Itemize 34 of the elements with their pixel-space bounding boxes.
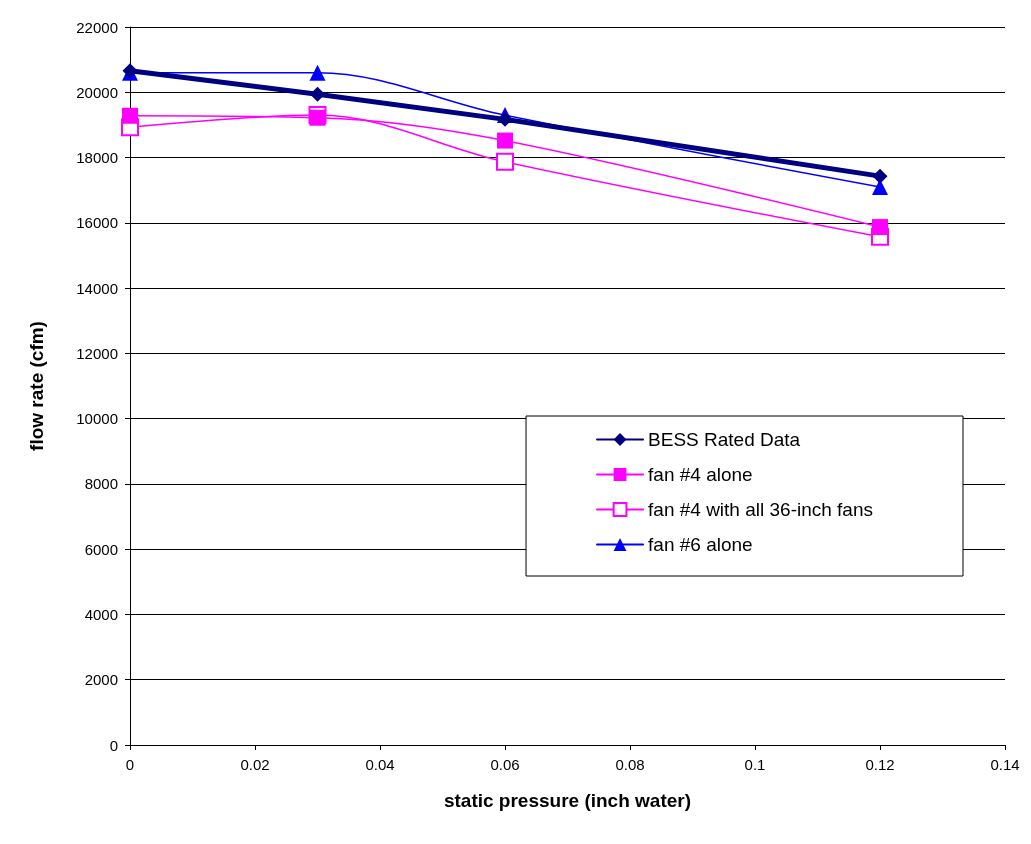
y-tick-label: 0	[109, 736, 118, 754]
x-tick-label: 0.08	[615, 756, 645, 773]
x-tick-label: 0	[125, 756, 135, 773]
x-tick-label: 0.1	[744, 756, 766, 773]
legend-label: fan #6 alone	[648, 534, 753, 555]
y-tick-label: 22000	[76, 18, 118, 36]
x-tick-label: 0.02	[240, 756, 270, 773]
y-tick-label: 8000	[84, 475, 118, 493]
x-tick-label: 0.04	[365, 756, 395, 773]
y-axis-title: flow rate (cfm)	[26, 321, 47, 451]
y-tick-label: 10000	[76, 410, 118, 428]
y-tick-label: 18000	[76, 149, 118, 167]
x-axis-title: static pressure (inch water)	[443, 790, 692, 811]
point	[310, 86, 325, 102]
point	[496, 152, 514, 171]
y-tick-label: 4000	[84, 605, 118, 623]
point	[872, 219, 888, 236]
point	[122, 107, 138, 124]
legend-label: fan #4 alone	[648, 464, 753, 485]
point	[497, 132, 513, 149]
legend-label: BESS Rated Data	[648, 429, 801, 450]
point	[309, 64, 326, 81]
y-tick-label: 12000	[76, 344, 118, 362]
y-tick-label: 2000	[84, 671, 118, 689]
y-tick-label: 20000	[76, 83, 118, 101]
y-tick-label: 14000	[76, 279, 118, 297]
x-tick-label: 0.12	[865, 756, 895, 773]
point	[497, 111, 513, 127]
x-tick-label: 0.14	[990, 756, 1020, 773]
x-tick-label: 0.06	[490, 756, 520, 773]
legend-label: fan #4 with all 36-inch fans	[648, 499, 873, 520]
y-tick-label: 6000	[84, 540, 118, 558]
point	[872, 168, 888, 184]
y-tick-label: 16000	[76, 214, 118, 232]
